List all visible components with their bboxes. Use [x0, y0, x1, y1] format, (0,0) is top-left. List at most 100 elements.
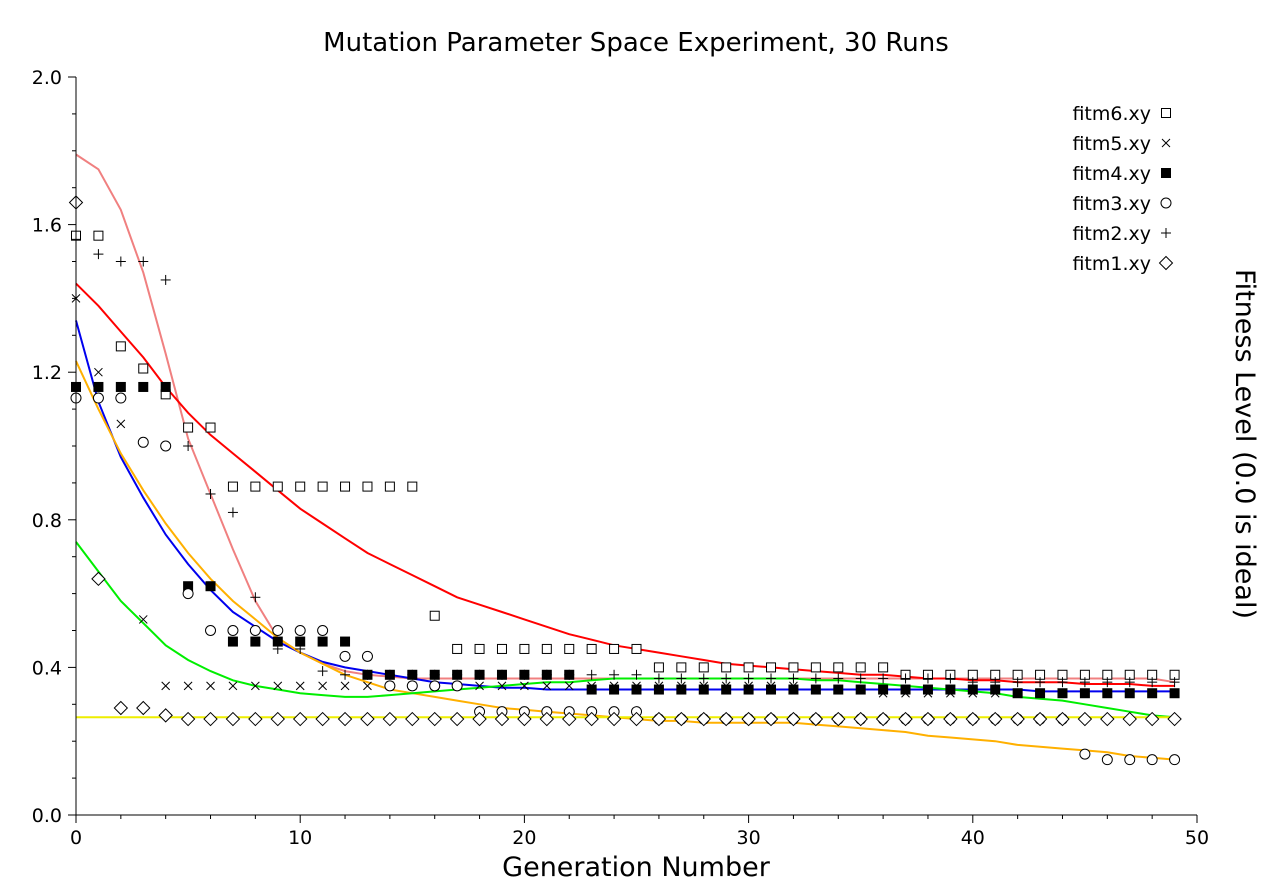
data-point [1124, 677, 1135, 688]
data-point [273, 681, 283, 691]
data-point [137, 436, 149, 448]
data-point [922, 673, 933, 684]
legend-label: fitm1.xy [1072, 253, 1151, 275]
data-point [1035, 677, 1046, 688]
data-point [1057, 688, 1068, 699]
series-fitm4-xy [71, 381, 1180, 699]
legend-marker [1158, 255, 1174, 271]
x-tick-label: 40 [961, 827, 985, 849]
axes: 0.0 0.4 0.8 1.2 1.6 2.0 0 10 20 30 40 50 [32, 67, 1209, 849]
data-point [270, 711, 285, 727]
legend: fitm6.xy fitm5.xy fitm4.xy fitm3.xy fitm2.xy… [1072, 103, 1174, 275]
data-point [878, 662, 889, 673]
fit-curve-4 [75, 360, 1175, 761]
data-point [878, 673, 889, 684]
data-point [138, 615, 148, 624]
data-point [382, 711, 398, 727]
data-point [853, 711, 868, 727]
data-point [205, 488, 216, 499]
data-point [272, 625, 284, 636]
data-point [539, 711, 555, 727]
data-point [564, 669, 575, 680]
data-point [113, 700, 129, 716]
data-point [158, 708, 173, 723]
data-point [988, 711, 1003, 727]
y-tick-label: 0.8 [32, 510, 62, 532]
data-point [766, 684, 777, 695]
data-point [138, 256, 149, 267]
data-point [653, 673, 664, 684]
data-point [878, 684, 889, 695]
data-point [766, 673, 777, 684]
data-point [743, 684, 754, 695]
x-tick-label: 0 [70, 827, 82, 849]
data-point [965, 711, 981, 727]
y-tick-label: 1.6 [32, 215, 62, 237]
data-point [1144, 711, 1160, 727]
data-point [93, 381, 104, 392]
data-point [676, 662, 687, 673]
data-point [674, 711, 689, 727]
data-point [474, 669, 485, 680]
data-point [541, 669, 552, 680]
data-point [295, 681, 305, 691]
y-tick-label: 0.0 [32, 805, 62, 827]
data-point [1077, 711, 1093, 727]
data-point [808, 711, 824, 727]
data-point [472, 711, 487, 727]
data-point [855, 673, 866, 684]
data-point [1146, 754, 1158, 766]
data-point [676, 684, 687, 695]
data-point [1057, 677, 1068, 688]
data-point [182, 588, 194, 600]
legend-item: fitm4.xy [1072, 163, 1171, 185]
fit-curve-1 [75, 153, 1175, 684]
y-tick-label: 1.2 [32, 362, 62, 384]
fit-curve-3 [75, 320, 1175, 693]
data-point [292, 711, 308, 727]
data-point [250, 592, 261, 603]
data-point [519, 669, 530, 680]
data-point [967, 677, 978, 688]
data-point [721, 684, 732, 695]
data-point [1122, 711, 1137, 727]
data-point [586, 669, 597, 680]
data-point [317, 666, 328, 677]
fit-curve-2 [75, 282, 1175, 687]
data-point [786, 711, 801, 727]
data-point [855, 662, 866, 673]
data-point [361, 650, 373, 662]
data-point [1012, 677, 1023, 688]
legend-label: fitm6.xy [1072, 103, 1151, 125]
data-point [1079, 677, 1090, 688]
data-point [1169, 688, 1180, 699]
data-point [227, 636, 238, 647]
data-point [225, 711, 241, 727]
data-point [586, 643, 597, 654]
data-point [180, 711, 196, 727]
series-fitm5-xy [71, 294, 1179, 698]
data-point [609, 643, 620, 654]
data-point [452, 643, 463, 654]
data-point [115, 381, 126, 392]
data-point [584, 711, 599, 727]
data-point [93, 249, 104, 260]
data-point [250, 481, 261, 492]
data-point [451, 680, 463, 692]
data-point [721, 662, 732, 673]
data-point [115, 392, 127, 404]
data-point [227, 481, 238, 492]
data-point [1124, 688, 1135, 699]
fit-curves [75, 153, 1175, 761]
data-point [427, 711, 442, 727]
data-point [990, 677, 1001, 688]
data-point [116, 419, 126, 429]
data-point [406, 680, 418, 692]
data-point [1079, 748, 1091, 760]
data-point [405, 711, 420, 727]
data-point [227, 625, 239, 636]
data-point [698, 684, 709, 695]
data-point [160, 274, 171, 285]
data-point [1124, 754, 1136, 766]
data-point [741, 711, 756, 727]
